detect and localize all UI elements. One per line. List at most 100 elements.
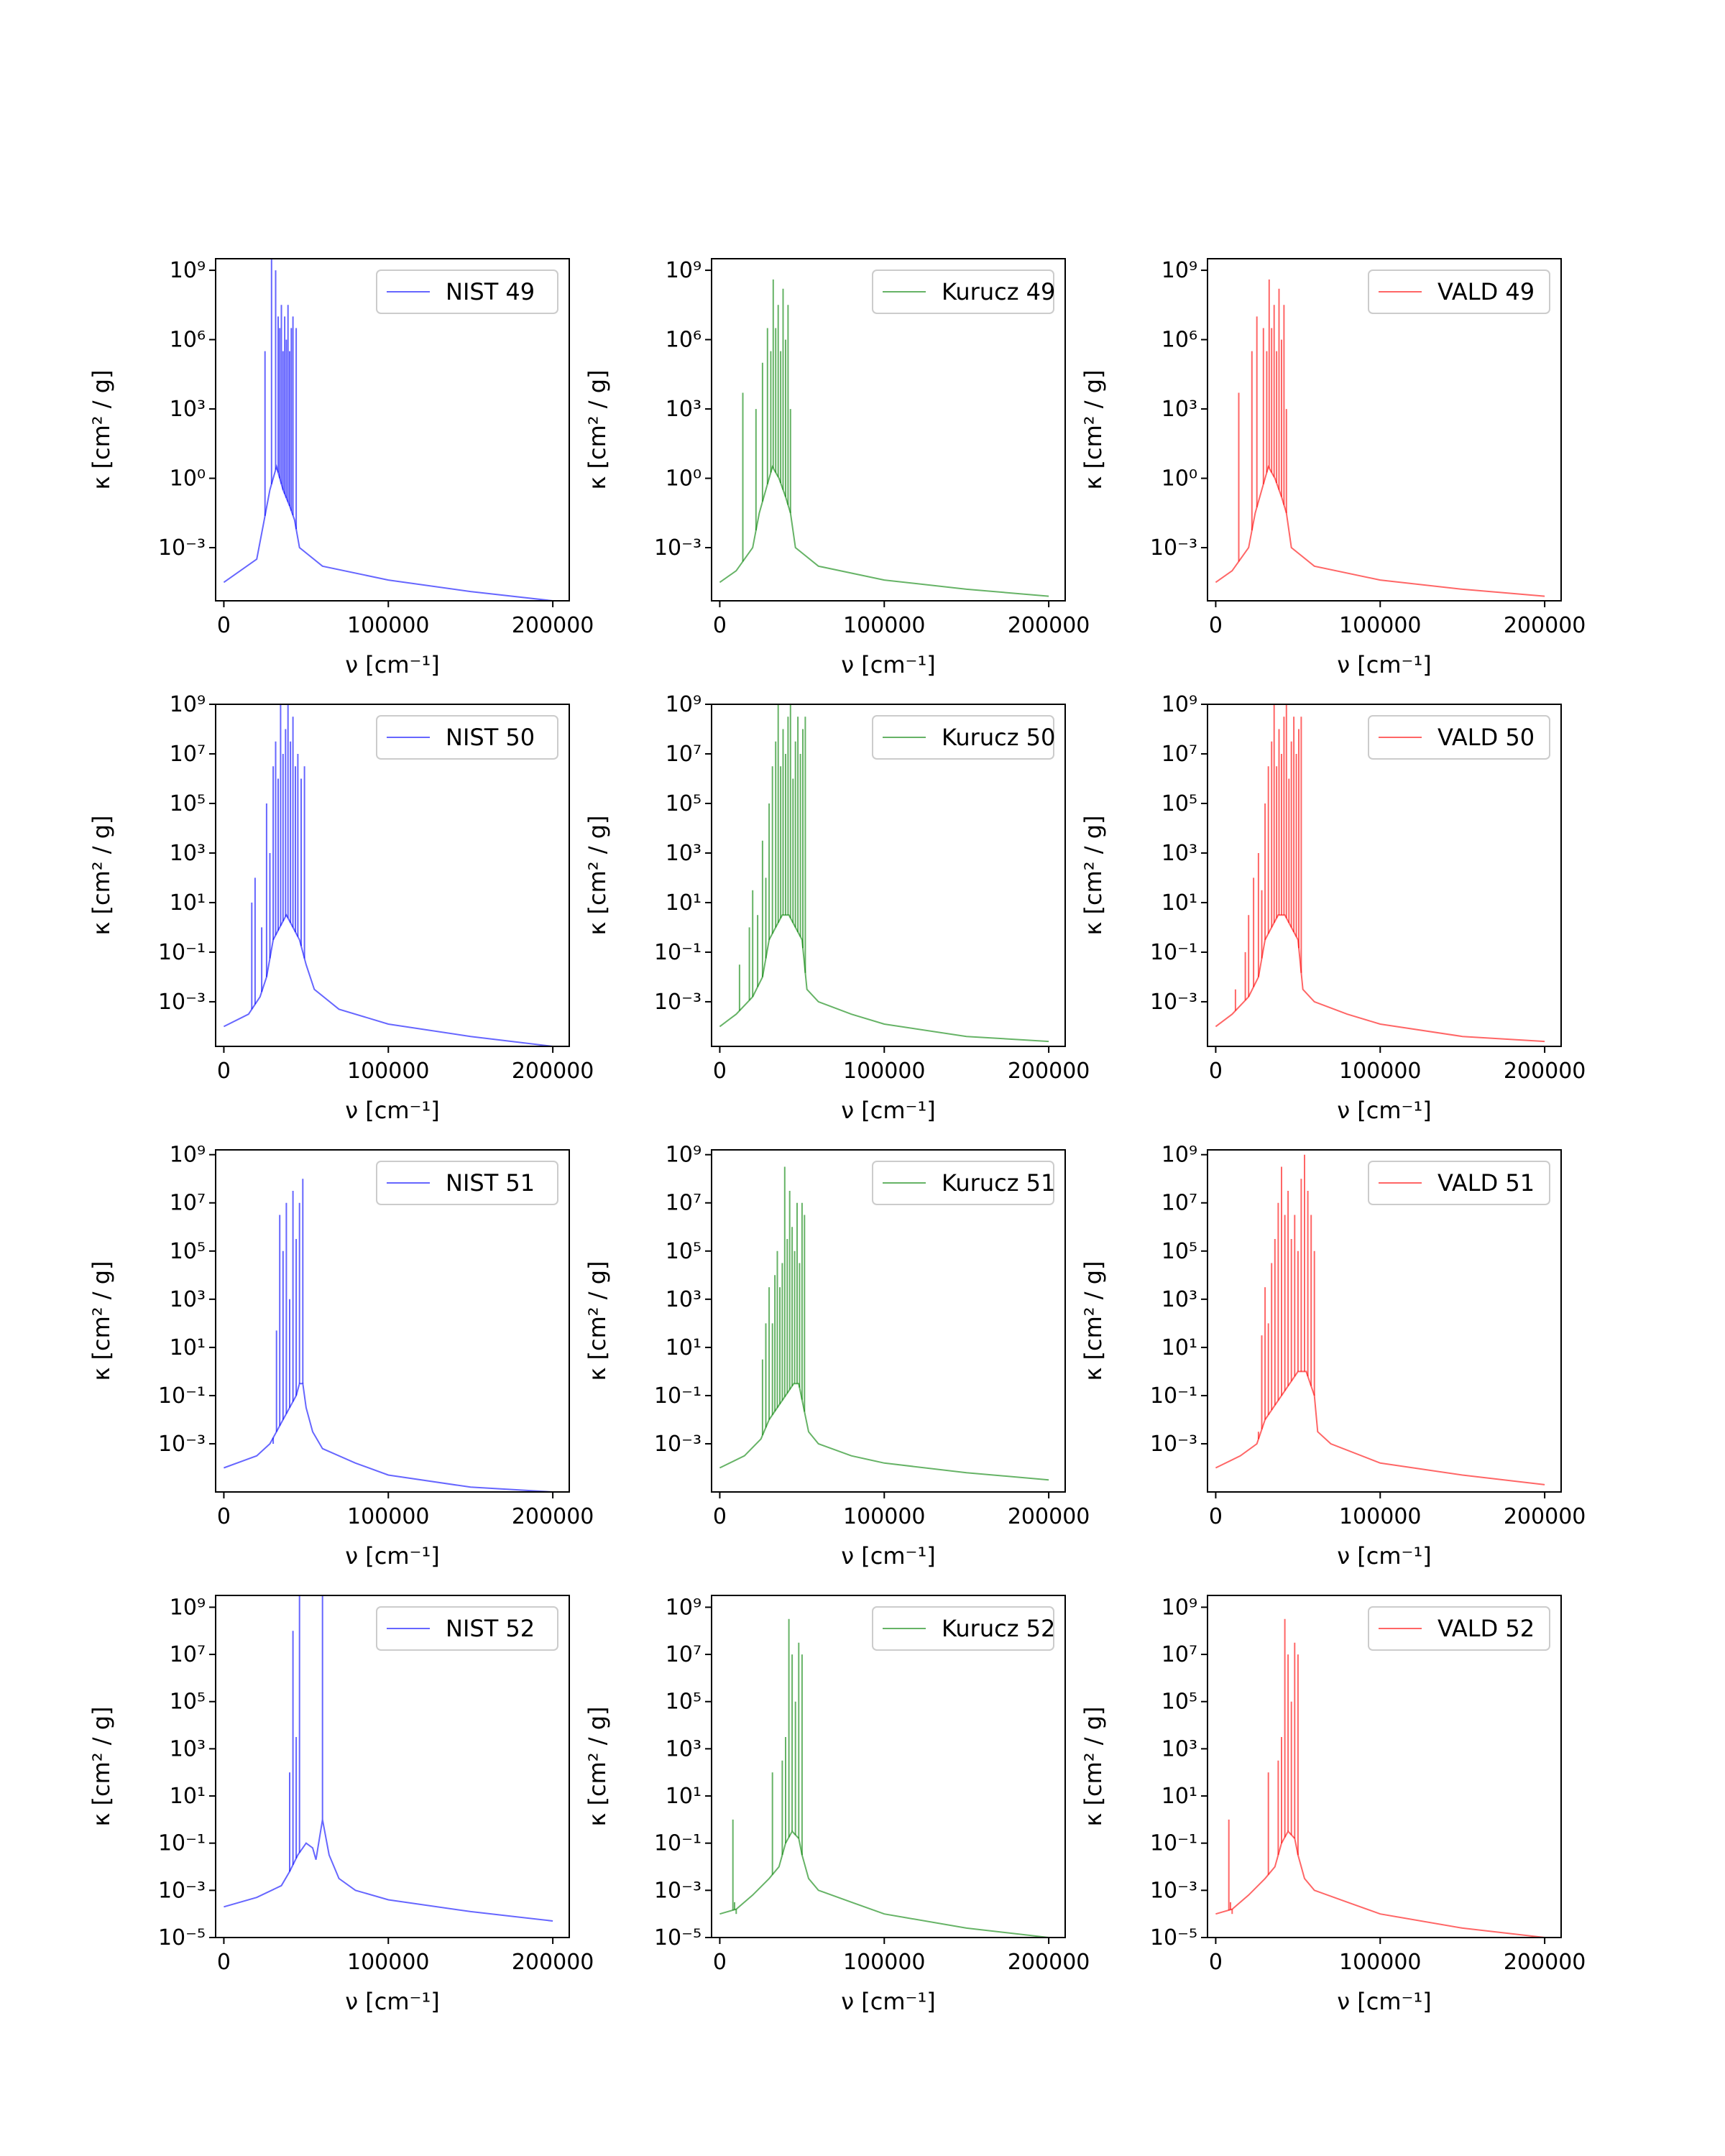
y-tick-label: 10⁰: [666, 466, 702, 492]
x-axis-label: ν [cm⁻¹]: [345, 1542, 440, 1570]
legend: VALD 49: [1368, 270, 1550, 314]
y-tick-label: 10³: [666, 1736, 702, 1761]
x-tick-label: 0: [1209, 1950, 1223, 1975]
y-tick-label: 10⁻¹: [654, 1831, 702, 1856]
subplot-1: 0 100000 200000 10⁻³ 10⁰ 10³ 10⁶ 10⁹ ν [cm⁻¹] κ […: [88, 258, 594, 678]
y-tick-label: 10⁷: [1162, 742, 1197, 767]
y-tick-label: 10⁹: [666, 692, 702, 717]
y-tick-label: 10⁵: [666, 791, 702, 816]
legend: VALD 52: [1368, 1606, 1550, 1651]
y-axis-label: κ [cm² / g]: [88, 369, 115, 489]
y-tick-label: 10⁰: [170, 466, 206, 492]
y-tick-label: 10⁹: [1162, 692, 1197, 717]
legend-box: [376, 1161, 558, 1205]
y-tick-label: 10⁷: [170, 1642, 206, 1667]
y-tick-label: 10⁹: [666, 1143, 702, 1168]
legend-box: [1368, 1161, 1550, 1205]
y-tick-label: 10⁻⁵: [1150, 1925, 1197, 1950]
x-tick-label: 100000: [1339, 613, 1422, 638]
y-tick-label: 10⁵: [170, 1239, 206, 1264]
legend: VALD 50: [1368, 715, 1550, 760]
axes-frame: [711, 258, 1066, 602]
x-axis-label: ν [cm⁻¹]: [841, 1988, 936, 2015]
x-tick-label: 200000: [1008, 613, 1090, 638]
x-tick-label: 0: [713, 1504, 727, 1529]
y-tick-label: 10⁷: [1162, 1642, 1197, 1667]
x-axis-label: ν [cm⁻¹]: [345, 1097, 440, 1124]
series-kurucz-52: [719, 1618, 1049, 1938]
legend: NIST 49: [376, 270, 558, 314]
legend-label: VALD 52: [1438, 1615, 1535, 1642]
series-vald-49: [1215, 279, 1545, 597]
subplot-12: 0 100000 200000 10⁻⁵ 10⁻³ 10⁻¹ 10¹ 10³ 10⁵ 10⁷ 10⁹…: [1080, 1595, 1586, 2015]
y-tick-label: 10³: [666, 397, 702, 422]
x-tick-label: 100000: [1339, 1504, 1422, 1529]
y-tick-label: 10⁻¹: [654, 1383, 702, 1409]
y-tick-label: 10⁵: [1162, 1690, 1197, 1715]
x-tick-label: 200000: [1008, 1059, 1090, 1084]
y-tick-label: 10⁻¹: [158, 1831, 206, 1856]
x-tick-label: 0: [217, 1950, 231, 1975]
x-tick-label: 0: [1209, 1059, 1223, 1084]
y-tick-label: 10¹: [170, 1335, 206, 1360]
y-axis-label: κ [cm² / g]: [584, 815, 611, 935]
series-kurucz-51: [719, 1166, 1049, 1481]
x-tick-label: 0: [217, 1059, 231, 1084]
y-tick-label: 10⁹: [1162, 1595, 1197, 1620]
y-tick-label: 10⁷: [170, 1191, 206, 1216]
legend-label: NIST 49: [446, 278, 535, 305]
axes-frame: [215, 1149, 570, 1493]
legend: NIST 50: [376, 715, 558, 760]
legend-box: [376, 715, 558, 760]
y-axis-label: κ [cm² / g]: [88, 815, 115, 935]
x-tick-label: 0: [217, 613, 231, 638]
legend-box: [872, 1161, 1054, 1205]
series-nist-51: [224, 1179, 553, 1492]
legend: Kurucz 49: [872, 270, 1055, 314]
x-tick-label: 200000: [1008, 1504, 1090, 1529]
legend: Kurucz 50: [872, 715, 1055, 760]
y-tick-label: 10⁰: [1162, 466, 1197, 492]
y-tick-label: 10³: [1162, 841, 1197, 866]
axes-frame: [1207, 1595, 1562, 1938]
y-tick-label: 10⁷: [1162, 1191, 1197, 1216]
continuum-line: [223, 464, 553, 601]
y-tick-label: 10¹: [666, 1335, 702, 1360]
series-nist-52: [224, 1595, 553, 1922]
continuum-line: [719, 464, 1049, 597]
y-tick-label: 10⁹: [1162, 1143, 1197, 1168]
axes-frame: [215, 1595, 570, 1938]
y-tick-label: 10⁶: [170, 328, 206, 353]
axes-frame: [1207, 704, 1562, 1047]
x-axis-label: ν [cm⁻¹]: [345, 651, 440, 678]
x-tick-label: 200000: [1504, 1059, 1586, 1084]
legend-box: [872, 270, 1054, 314]
legend-label: Kurucz 52: [942, 1615, 1055, 1642]
y-axis-label: κ [cm² / g]: [88, 1261, 115, 1381]
x-axis-label: ν [cm⁻¹]: [841, 1097, 936, 1124]
axes-frame: [711, 1149, 1066, 1493]
subplot-3: 0 100000 200000 10⁻³ 10⁰ 10³ 10⁶ 10⁹ ν [cm⁻¹] κ […: [1080, 258, 1586, 678]
y-tick-label: 10⁹: [666, 1595, 702, 1620]
y-axis-label: κ [cm² / g]: [584, 369, 611, 489]
axes-frame: [711, 704, 1066, 1047]
y-tick-label: 10³: [666, 1287, 702, 1312]
x-tick-label: 100000: [347, 1950, 430, 1975]
y-tick-label: 10⁷: [170, 742, 206, 767]
y-tick-label: 10³: [1162, 1287, 1197, 1312]
y-tick-label: 10³: [170, 841, 206, 866]
x-tick-label: 200000: [512, 1504, 594, 1529]
x-axis-label: ν [cm⁻¹]: [1337, 1542, 1432, 1570]
y-axis-label: κ [cm² / g]: [88, 1706, 115, 1826]
y-tick-label: 10⁻³: [1150, 1432, 1197, 1457]
y-tick-label: 10⁻¹: [654, 940, 702, 965]
continuum-line: [1215, 464, 1545, 597]
y-tick-label: 10⁻¹: [1150, 1831, 1197, 1856]
x-tick-label: 100000: [843, 613, 926, 638]
legend-label: NIST 51: [446, 1169, 535, 1197]
y-tick-label: 10⁹: [666, 258, 702, 283]
y-axis-label: κ [cm² / g]: [1080, 815, 1107, 935]
y-tick-label: 10⁶: [1162, 328, 1197, 353]
axes-frame: [1207, 1149, 1562, 1493]
y-tick-label: 10⁹: [170, 692, 206, 717]
